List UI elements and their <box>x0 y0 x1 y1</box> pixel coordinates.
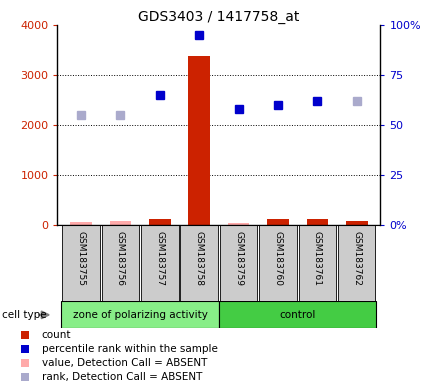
Text: GSM183758: GSM183758 <box>195 231 204 286</box>
Text: GSM183762: GSM183762 <box>352 231 361 286</box>
Bar <box>338 225 375 301</box>
Bar <box>102 225 139 301</box>
Bar <box>149 219 170 225</box>
Title: GDS3403 / 1417758_at: GDS3403 / 1417758_at <box>138 10 300 24</box>
Bar <box>141 225 178 301</box>
Text: GSM183761: GSM183761 <box>313 231 322 286</box>
Text: GSM183756: GSM183756 <box>116 231 125 286</box>
Bar <box>70 222 92 225</box>
Text: zone of polarizing activity: zone of polarizing activity <box>73 310 207 320</box>
Bar <box>181 225 218 301</box>
Text: count: count <box>42 330 71 340</box>
Text: cell type: cell type <box>2 310 47 320</box>
Bar <box>110 221 131 225</box>
Text: rank, Detection Call = ABSENT: rank, Detection Call = ABSENT <box>42 372 202 382</box>
Bar <box>220 225 257 301</box>
Text: GSM183757: GSM183757 <box>155 231 164 286</box>
Bar <box>62 225 100 301</box>
Bar <box>306 219 328 225</box>
Bar <box>228 223 249 225</box>
Text: GSM183755: GSM183755 <box>76 231 85 286</box>
Text: percentile rank within the sample: percentile rank within the sample <box>42 344 218 354</box>
Bar <box>219 301 377 328</box>
Text: control: control <box>280 310 316 320</box>
Text: value, Detection Call = ABSENT: value, Detection Call = ABSENT <box>42 358 207 368</box>
Text: GSM183760: GSM183760 <box>273 231 283 286</box>
Text: GSM183759: GSM183759 <box>234 231 243 286</box>
Bar <box>267 219 289 225</box>
Bar <box>61 301 219 328</box>
Bar <box>259 225 297 301</box>
Bar <box>346 221 368 225</box>
Bar <box>188 56 210 225</box>
Bar <box>299 225 336 301</box>
